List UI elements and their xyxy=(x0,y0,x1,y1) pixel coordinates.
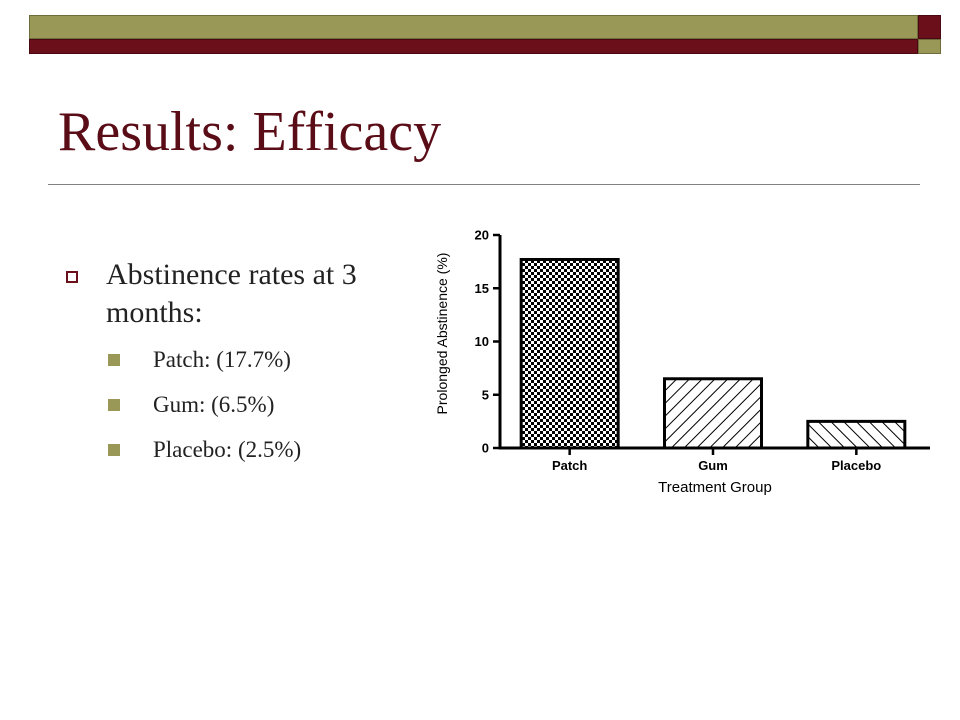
bar-gum xyxy=(663,377,763,450)
sub-bullet-item: Placebo: (2.5%) xyxy=(62,436,422,464)
y-tick-label: 0 xyxy=(482,441,489,456)
bar-chart-container: 0 5 10 15 20 Prolonged Abstinence (%) Patch Gum… xyxy=(420,215,940,505)
x-axis-label: Treatment Group xyxy=(658,479,772,496)
filled-square-bullet-icon xyxy=(108,354,120,366)
sub-bullet-text: Placebo: (2.5%) xyxy=(153,437,302,462)
y-tick-label: 10 xyxy=(475,334,489,349)
sub-bullet-item: Patch: (17.7%) xyxy=(62,346,422,374)
x-tick-label: Placebo xyxy=(831,458,881,473)
header-maroon-bar xyxy=(29,39,918,54)
bullet-text: Abstinence rates at 3 months: xyxy=(106,258,357,329)
bar-patch xyxy=(519,257,620,450)
slide-title: Results: Efficacy xyxy=(58,101,442,163)
sub-bullet-text: Gum: (6.5%) xyxy=(153,392,275,417)
corner-olive-block xyxy=(918,39,941,54)
title-divider xyxy=(48,184,920,185)
header-olive-bar xyxy=(29,15,918,39)
sub-bullet-item: Gum: (6.5%) xyxy=(62,391,422,419)
bullet-list: Abstinence rates at 3 months: Patch: (17… xyxy=(62,256,422,481)
corner-maroon-block xyxy=(918,15,941,39)
hollow-square-bullet-icon xyxy=(66,271,78,283)
x-tick-label: Gum xyxy=(698,458,728,473)
y-tick-label: 20 xyxy=(475,228,489,243)
bar-placebo xyxy=(806,419,907,450)
y-tick-label: 5 xyxy=(482,387,489,402)
x-tick-label: Patch xyxy=(552,458,587,473)
filled-square-bullet-icon xyxy=(108,444,120,456)
bar-chart: 0 5 10 15 20 Prolonged Abstinence (%) Patch Gum… xyxy=(434,228,930,496)
y-axis-label: Prolonged Abstinence (%) xyxy=(434,253,450,415)
sub-bullet-text: Patch: (17.7%) xyxy=(153,347,291,372)
sub-bullet-list: Patch: (17.7%) Gum: (6.5%) Placebo: (2.5… xyxy=(62,346,422,464)
y-tick-label: 15 xyxy=(475,281,489,296)
filled-square-bullet-icon xyxy=(108,399,120,411)
bullet-item: Abstinence rates at 3 months: xyxy=(62,256,422,332)
